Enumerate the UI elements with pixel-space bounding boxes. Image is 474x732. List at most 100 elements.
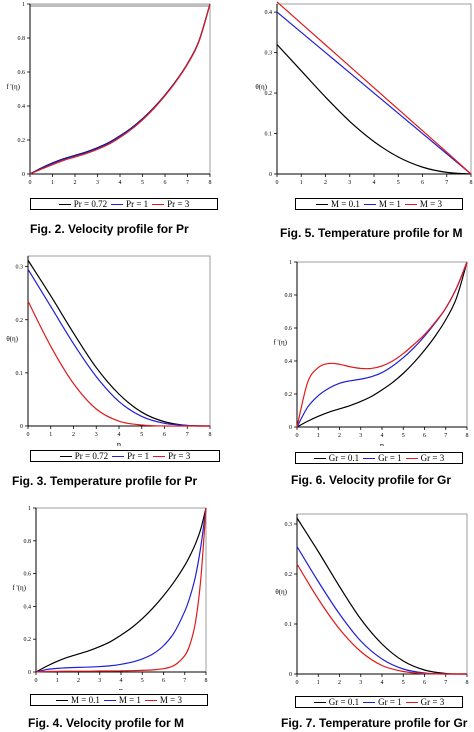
- y-tick-label: 0.8: [24, 539, 32, 545]
- series-line-gr-1: [296, 261, 468, 428]
- plot-frame: [296, 261, 468, 428]
- x-tick-label: 6: [163, 432, 166, 438]
- x-tick-label: 5: [140, 432, 143, 438]
- x-tick-label: 4: [118, 432, 121, 438]
- series-line-pr-0-72: [29, 3, 211, 175]
- legend-swatch: [405, 457, 418, 459]
- y-tick-label: 0.1: [265, 132, 273, 138]
- x-tick-label: 4: [373, 180, 376, 186]
- x-axis-label: η: [119, 686, 123, 690]
- x-tick-label: 4: [381, 680, 384, 686]
- x-tick-label: 8: [466, 680, 469, 686]
- y-axis-label: f '(η): [6, 83, 20, 91]
- legend-item: Pr = 3: [152, 199, 189, 209]
- x-tick-label: 6: [164, 180, 167, 186]
- x-axis-label: η: [380, 441, 384, 446]
- legend-label: M = 1: [118, 695, 141, 705]
- legend-label: Gr = 0.1: [328, 453, 360, 463]
- x-tick-label: 1: [56, 678, 59, 684]
- x-tick-label: 2: [338, 680, 341, 686]
- chart-fig4: 0 1 2 3 4 5 6 7 8 0 0.2 0.4 0.6 0.8 1 η f '(η): [12, 506, 208, 690]
- plot-frame: [27, 255, 211, 427]
- y-tick-label: 0.6: [18, 70, 26, 76]
- series-line-m-1: [35, 507, 207, 673]
- legend-swatch: [59, 455, 72, 457]
- legend-swatch: [363, 701, 376, 703]
- y-tick-label: 0.3: [285, 522, 293, 528]
- x-tick-label: 2: [338, 433, 341, 439]
- x-tick-label: 8: [466, 433, 469, 439]
- y-axis-label: f '(η): [12, 584, 26, 592]
- x-tick-label: 0: [296, 433, 299, 439]
- x-tick-label: 1: [317, 680, 320, 686]
- y-tick-label: 0.4: [265, 10, 273, 16]
- legend-label: Pr = 3: [168, 451, 191, 461]
- y-axis-label: θ(η): [6, 335, 18, 343]
- legend-label: Gr = 0.1: [328, 697, 360, 707]
- series-line-pr-3: [29, 3, 211, 175]
- legend-label: M = 0.1: [331, 199, 360, 209]
- legend-item: M = 1: [363, 199, 401, 209]
- x-tick-label: 6: [423, 433, 426, 439]
- series-line-m-3: [35, 507, 207, 673]
- x-axis-label: η: [117, 440, 121, 446]
- x-tick-label: 2: [77, 678, 80, 684]
- y-tick-label: 0.1: [285, 622, 293, 628]
- y-tick-label: 0.2: [16, 318, 24, 324]
- y-tick-label: 0: [28, 670, 31, 676]
- legend-swatch: [144, 699, 157, 701]
- x-tick-label: 5: [141, 678, 144, 684]
- y-tick-label: 0.4: [24, 604, 32, 610]
- series-line-gr-1: [296, 546, 468, 675]
- x-tick-label: 8: [209, 180, 212, 186]
- legend-fig7: Gr = 0.1 Gr = 1 Gr = 3: [295, 696, 463, 708]
- y-tick-label: 1: [28, 506, 31, 512]
- x-tick-label: 6: [423, 680, 426, 686]
- series-line-gr-3: [296, 563, 468, 675]
- chart-fig3: 0 1 2 3 4 5 6 7 8 0 0.1 0.2 0.3 η θ(η): [6, 255, 212, 446]
- legend-item: Pr = 1: [111, 199, 148, 209]
- legend-item: M = 0.1: [56, 695, 100, 705]
- series-line-m-0-1: [276, 44, 472, 175]
- legend-swatch: [404, 203, 417, 205]
- x-tick-label: 7: [445, 180, 448, 186]
- legend-swatch: [316, 203, 328, 205]
- caption-fig2: Fig. 2. Velocity profile for Pr: [30, 222, 189, 236]
- x-tick-label: 7: [444, 433, 447, 439]
- legend-label: Pr = 0.72: [74, 451, 109, 461]
- legend-swatch: [313, 457, 326, 459]
- y-tick-label: 0.1: [16, 371, 24, 377]
- x-tick-label: 0: [276, 180, 279, 186]
- plot-frame: [296, 513, 468, 675]
- y-tick-label: 1: [22, 2, 25, 8]
- legend-item: Gr = 1: [363, 453, 402, 463]
- x-tick-label: 2: [324, 180, 327, 186]
- x-axis-label: η: [380, 688, 384, 690]
- y-tick-label: 0: [269, 172, 272, 178]
- legend-fig2: Pr = 0.72 Pr = 1 Pr = 3: [30, 198, 218, 210]
- y-tick-label: 0: [20, 424, 23, 430]
- legend-label: M = 0.1: [71, 695, 100, 705]
- legend-swatch: [152, 203, 165, 205]
- x-tick-label: 8: [205, 678, 208, 684]
- y-tick-label: 0.8: [285, 293, 293, 299]
- series-line-m-3: [276, 1, 472, 175]
- y-tick-label: 0.2: [265, 91, 273, 97]
- y-tick-label: 1: [289, 260, 292, 266]
- legend-item: Pr = 1: [112, 451, 149, 461]
- y-tick-label: 0.2: [18, 138, 26, 144]
- y-axis-label: f '(η): [273, 339, 287, 347]
- y-tick-label: 0.8: [18, 36, 26, 42]
- chart-fig6: 0 1 2 3 4 5 6 7 8 0 0.2 0.4 0.6 0.8 1 η f '(η): [273, 260, 469, 446]
- legend-swatch: [363, 203, 376, 205]
- x-tick-label: 5: [402, 680, 405, 686]
- legend-fig6: Gr = 0.1 Gr = 1 Gr = 3: [295, 452, 463, 464]
- x-tick-label: 1: [49, 432, 52, 438]
- legend-fig3: Pr = 0.72 Pr = 1 Pr = 3: [30, 450, 220, 462]
- series-line-pr-1: [29, 3, 211, 175]
- x-tick-label: 6: [421, 180, 424, 186]
- series-line-gr-0-1: [296, 517, 468, 675]
- y-tick-label: 0: [289, 425, 292, 431]
- legend-item: M = 3: [404, 199, 442, 209]
